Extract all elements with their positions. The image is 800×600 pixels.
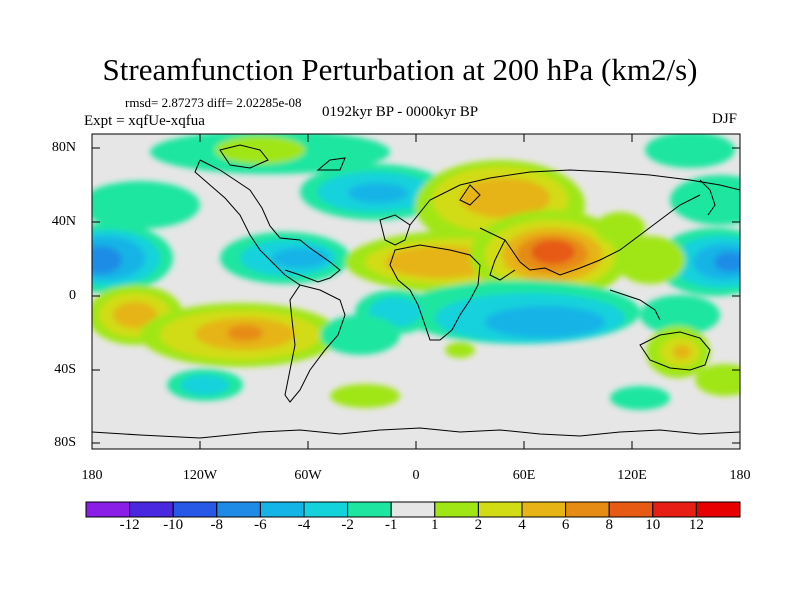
colorbar-label: -6 — [254, 517, 267, 533]
colorbar-swatch — [652, 501, 697, 518]
x-label-180e: 180 — [729, 468, 751, 483]
x-label-120w: 120W — [182, 468, 218, 483]
colorbar-swatch — [565, 501, 610, 518]
colorbar-label: -8 — [210, 517, 224, 533]
colorbar-label: -1 — [384, 517, 398, 533]
axis-ticks — [91, 134, 741, 449]
chart-title: Streamfunction Perturbation at 200 hPa (… — [102, 52, 698, 87]
colorbar-swatch — [695, 501, 741, 518]
colorbar-swatch — [390, 501, 436, 518]
colorbar-label: -4 — [297, 517, 311, 533]
coastlines — [92, 144, 740, 439]
experiment-label: Expt = xqfUe-xqfua — [84, 113, 205, 129]
colorbar-label: -10 — [163, 517, 184, 533]
colorbar-label: 4 — [518, 517, 526, 533]
colorbar-swatch — [347, 501, 392, 518]
colorbar-swatch — [477, 501, 523, 518]
y-label-40n: 40N — [51, 214, 76, 229]
colorbar — [85, 501, 741, 518]
y-label-80s: 80S — [54, 435, 76, 450]
colorbar-label: 1 — [431, 517, 439, 533]
x-label-180w: 180 — [81, 468, 103, 483]
season-label: DJF — [712, 111, 738, 127]
colorbar-swatch — [521, 501, 567, 518]
colorbar-label: -2 — [341, 517, 354, 533]
y-label-80n: 80N — [51, 140, 76, 155]
colorbar-label: 2 — [474, 517, 483, 533]
colorbar-swatch — [434, 501, 479, 518]
x-label-60e: 60E — [512, 468, 536, 483]
y-label-0: 0 — [69, 288, 76, 303]
stats-line: rmsd= 2.87273 diff= 2.02285e-08 — [125, 95, 302, 110]
y-label-40s: 40S — [54, 362, 76, 377]
colorbar-swatch — [172, 501, 218, 518]
colorbar-label: -12 — [119, 517, 140, 533]
colorbar-swatch — [608, 501, 654, 518]
colorbar-swatch — [129, 501, 174, 518]
colorbar-label: 8 — [605, 517, 613, 533]
colorbar-swatch — [216, 501, 261, 518]
colorbar-swatch — [303, 501, 349, 518]
period-label: 0192kyr BP - 0000kyr BP — [322, 104, 479, 120]
x-label-0: 0 — [412, 468, 420, 483]
colorbar-label: 12 — [688, 517, 704, 533]
colorbar-label: 6 — [561, 517, 570, 533]
contour-field — [92, 134, 740, 410]
colorbar-swatch — [259, 501, 305, 518]
x-label-60w: 60W — [294, 468, 322, 483]
colorbar-swatch — [85, 501, 131, 518]
x-label-120e: 120E — [617, 468, 647, 483]
colorbar-label: 10 — [645, 517, 661, 533]
